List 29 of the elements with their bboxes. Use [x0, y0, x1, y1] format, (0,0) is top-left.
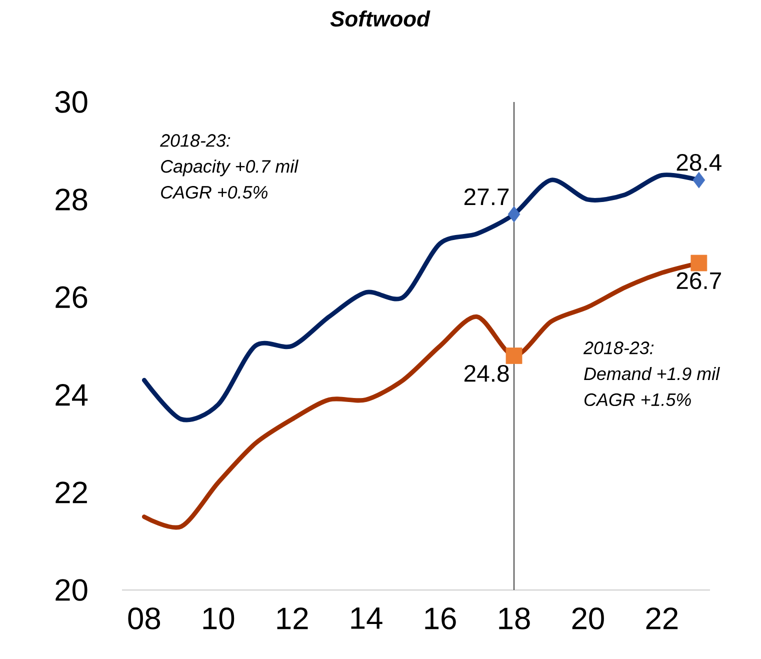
- x-tick-label: 22: [646, 608, 678, 630]
- y-tick-label: 28: [56, 188, 88, 211]
- x-tick-label: 14: [351, 608, 382, 629]
- point: [692, 172, 706, 188]
- point: [506, 348, 522, 364]
- point: [508, 206, 520, 222]
- chart-title: Softwood: [330, 10, 430, 27]
- annotation: 2018-23:: [583, 342, 654, 354]
- x-tick-label: 16: [425, 608, 456, 630]
- y-tick-label: 20: [56, 579, 88, 601]
- data-label: 27.7: [464, 188, 509, 206]
- point: [690, 254, 708, 272]
- annotation: CAGR +0.5%: [161, 186, 268, 199]
- x-tick-label: 12: [277, 608, 308, 630]
- data-label: 24.8: [464, 364, 509, 382]
- x-tick-label: 18: [499, 608, 530, 630]
- x-tick-label: 20: [572, 608, 604, 630]
- y-tick-label: 22: [56, 482, 87, 504]
- x-tick-label: 10: [203, 608, 234, 630]
- data-label: 26.7: [676, 272, 721, 290]
- data-label: 28.4: [676, 154, 722, 171]
- y-tick-label: 30: [55, 91, 88, 113]
- x-tick-label: 08: [128, 608, 160, 630]
- annotation: Capacity +0.7 mil: [161, 160, 299, 176]
- y-tick-label: 24: [56, 384, 88, 406]
- annotation: Demand +1.9 mil: [584, 366, 720, 380]
- annotation: CAGR +1.5%: [584, 393, 691, 406]
- y-tick-label: 26: [56, 286, 88, 308]
- annotation: 2018-23:: [160, 134, 230, 147]
